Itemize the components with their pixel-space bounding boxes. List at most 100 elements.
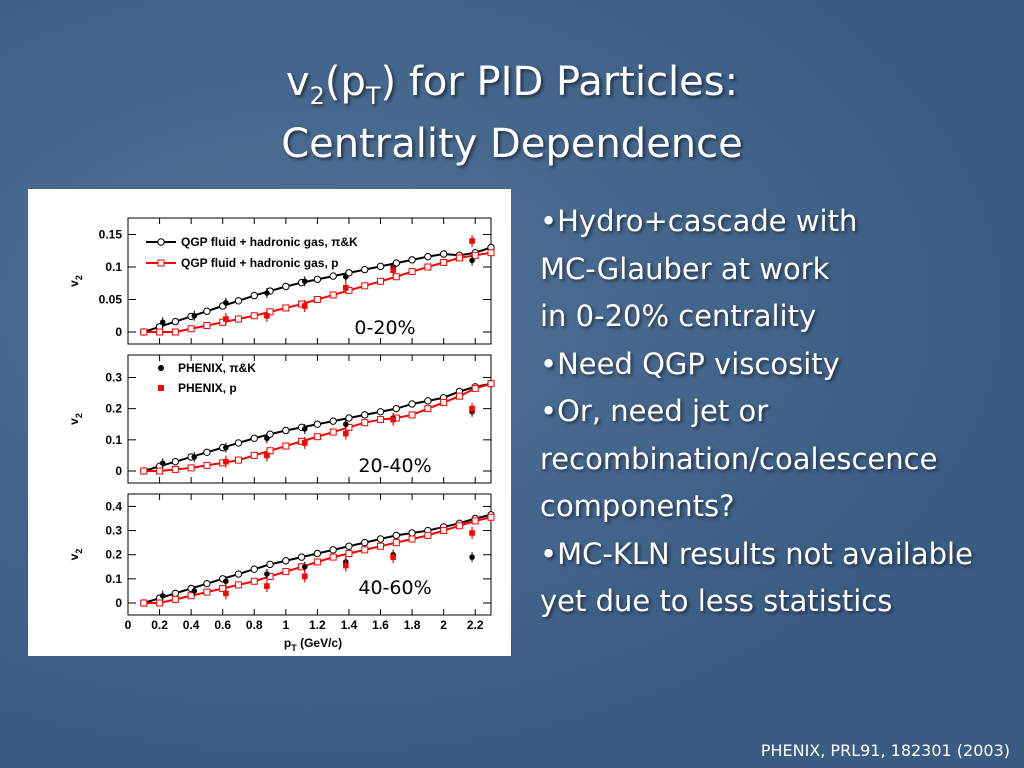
hydro-pik-marker — [376, 408, 385, 416]
hydro-p-marker — [487, 380, 495, 388]
title-v-subscript: 2 — [309, 82, 325, 110]
y-tick-label: 0.1 — [105, 260, 122, 274]
hydro-p-marker — [424, 263, 432, 271]
hydro-pik-marker — [313, 275, 322, 284]
x-axis-label: pT (GeV/c) — [284, 636, 342, 653]
hydro-pik-marker — [266, 560, 274, 569]
hydro-p-marker — [408, 411, 416, 419]
hydro-pik-marker — [439, 250, 448, 258]
hydro-p-marker — [471, 251, 479, 259]
hydro-pik-marker — [282, 557, 290, 565]
hydro-pik-marker — [313, 549, 322, 558]
phenix-pik-point — [223, 578, 229, 585]
legend-marker — [157, 259, 165, 267]
bullet-line: yet due to less statistics — [540, 584, 893, 618]
y-axis-label-main: v — [67, 280, 81, 287]
hydro-pik-marker — [234, 297, 243, 305]
bullet-line: •Or, need jet or — [540, 394, 769, 428]
phenix-pik-point — [301, 563, 308, 570]
hydro-p-marker — [234, 315, 242, 323]
hydro-p-marker — [250, 312, 258, 320]
bullet-line: in 0-20% centrality — [540, 299, 817, 333]
hydro-p-marker — [471, 517, 479, 525]
hydro-p-marker — [377, 416, 385, 424]
x-tick-label: 0.2 — [151, 618, 168, 632]
x-tick-label: 1.8 — [404, 618, 421, 632]
hydro-p-marker — [250, 451, 258, 459]
phenix-pik-point — [301, 426, 308, 432]
legend-text: QGP fluid + hadronic gas, π&K — [181, 235, 358, 249]
y-tick-label: 0.3 — [105, 370, 122, 384]
hydro-pik-marker — [282, 426, 290, 435]
phenix-p-point — [390, 416, 396, 423]
hydro-pik-marker — [250, 434, 258, 442]
legend-text-suffix: &K — [239, 361, 257, 375]
x-axis-label-sub: T — [291, 643, 297, 653]
hydro-p-marker — [282, 568, 290, 576]
centrality-label: 40-60% — [358, 577, 431, 599]
hydro-p-marker — [313, 558, 321, 566]
hydro-pik-marker — [171, 317, 180, 326]
phenix-p-point — [264, 312, 270, 319]
phenix-pik-point — [159, 592, 166, 599]
y-tick-label: 0 — [115, 325, 122, 339]
y-tick-label: 0.15 — [99, 228, 123, 242]
centrality-label: 0-20% — [354, 317, 415, 339]
x-tick-label: 2.2 — [467, 618, 484, 632]
bullet-line: •Hydro+cascade with — [540, 204, 858, 238]
y-tick-label: 0.4 — [105, 499, 122, 513]
hydro-p-marker — [329, 291, 337, 299]
legend-marker — [157, 238, 165, 246]
hydro-p-marker — [392, 539, 400, 547]
phenix-p-point — [343, 430, 349, 437]
hydro-p-marker — [187, 592, 195, 600]
hydro-pik-marker — [361, 265, 369, 274]
hydro-p-marker — [455, 254, 463, 262]
phenix-p-point — [390, 267, 396, 274]
hydro-pik-marker — [297, 553, 306, 561]
phenix-pik-point — [159, 460, 166, 467]
panel-frame — [127, 354, 492, 484]
y-axis-label: v2 — [67, 413, 84, 425]
hydro-pik-marker — [361, 538, 369, 547]
x-tick-label: 1.2 — [309, 618, 326, 632]
phenix-pik-point — [264, 571, 270, 577]
phenix-p-point — [301, 573, 308, 580]
hydro-p-marker — [234, 581, 242, 589]
x-tick-label: 1.4 — [341, 618, 358, 632]
chart-panel: 0 0.1 0.2 0.3 0.4 v2 40-60% — [67, 493, 495, 616]
hydro-p-marker — [361, 419, 369, 427]
centrality-label: 20-40% — [358, 455, 431, 477]
hydro-p-marker — [329, 553, 337, 561]
phenix-p-point — [301, 440, 308, 446]
hydro-pik-marker — [392, 531, 401, 540]
phenix-pik-point — [159, 319, 166, 326]
phenix-pik-point — [469, 257, 475, 264]
phenix-p-point — [469, 238, 475, 244]
bullet-line: MC-Glauber at work — [540, 251, 830, 286]
legend-marker — [158, 385, 164, 391]
hydro-p-marker — [361, 546, 369, 554]
phenix-pik-point — [264, 435, 270, 442]
hydro-pik-marker — [203, 307, 211, 315]
x-tick-label: 0.6 — [214, 618, 231, 632]
hydro-pik-marker — [329, 417, 337, 425]
hydro-pik-marker — [424, 252, 432, 261]
hydro-p-marker — [203, 322, 211, 329]
hydro-p-marker — [345, 550, 353, 557]
hydro-pik-marker — [171, 457, 180, 466]
hydro-pik-marker — [329, 546, 337, 554]
phenix-p-point — [301, 303, 308, 309]
phenix-pik-point — [223, 444, 229, 451]
hydro-p-marker — [140, 467, 148, 475]
hydro-p-marker — [487, 249, 495, 257]
x-tick-label: 0.8 — [246, 618, 263, 632]
hydro-p-marker — [455, 522, 463, 530]
phenix-pik-point — [301, 278, 308, 285]
x-tick-label: 2 — [440, 618, 447, 632]
y-axis-label-main: v — [67, 418, 81, 425]
y-tick-label: 0 — [115, 464, 122, 478]
panel-frame — [127, 217, 492, 345]
y-axis-label: v2 — [67, 549, 84, 561]
hydro-pik-marker — [361, 411, 369, 419]
